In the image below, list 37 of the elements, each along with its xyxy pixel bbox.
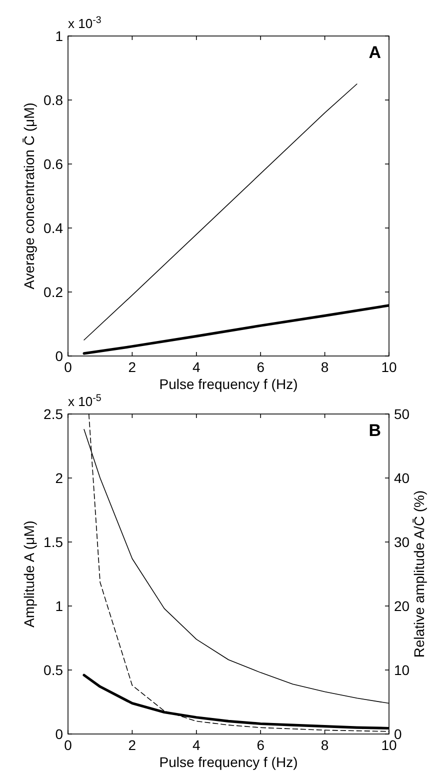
y-tick-label: 0.5 — [44, 662, 64, 678]
annotation: A — [368, 43, 381, 62]
y-tick-label: 0.2 — [44, 284, 64, 300]
annotation: B — [368, 421, 381, 440]
y-tick-label: 0.8 — [44, 92, 64, 108]
x-tick-label: 2 — [128, 737, 136, 753]
y2-axis-title: Relative amplitude A/C̄ (%) — [411, 490, 427, 658]
x-tick-label: 4 — [192, 737, 200, 753]
y-tick-label: 1 — [55, 28, 64, 44]
y-tick-label: 0 — [55, 348, 64, 364]
y2-tick-label: 10 — [394, 662, 410, 678]
y2-tick-label: 30 — [394, 534, 410, 550]
x-tick-label: 2 — [128, 359, 136, 375]
text: x 10$^{-5}$ — [68, 392, 102, 409]
y-tick-label: 0.6 — [44, 156, 64, 172]
x-tick-label: 10 — [381, 359, 397, 375]
line-series — [84, 84, 358, 340]
y2-tick-label: 50 — [394, 406, 410, 422]
y-tick-label: 0 — [55, 726, 64, 742]
text: x 10$^{-3}$ — [68, 14, 102, 31]
x-axis-title: Pulse frequency f (Hz) — [159, 754, 298, 770]
y-axis-title: Amplitude A (μM) — [21, 520, 37, 628]
x-tick-label: 4 — [192, 359, 200, 375]
y-axis-title: Average concentration C̄ (μM) — [21, 102, 37, 290]
y2-tick-label: 0 — [394, 726, 402, 742]
x-tick-label: 8 — [320, 737, 329, 753]
y-tick-label: 1 — [55, 598, 64, 614]
x-tick-label: 6 — [256, 359, 265, 375]
x-tick-label: 8 — [320, 359, 329, 375]
x-tick-label: 6 — [256, 737, 265, 753]
y2-tick-label: 40 — [394, 470, 410, 486]
x-axis-title: Pulse frequency f (Hz) — [159, 376, 298, 392]
y-tick-label: 1.5 — [44, 534, 64, 550]
y-tick-label: 2 — [55, 470, 64, 486]
y-tick-label: 0.4 — [44, 220, 64, 236]
y2-tick-label: 20 — [394, 598, 410, 614]
y-tick-label: 2.5 — [44, 406, 64, 422]
